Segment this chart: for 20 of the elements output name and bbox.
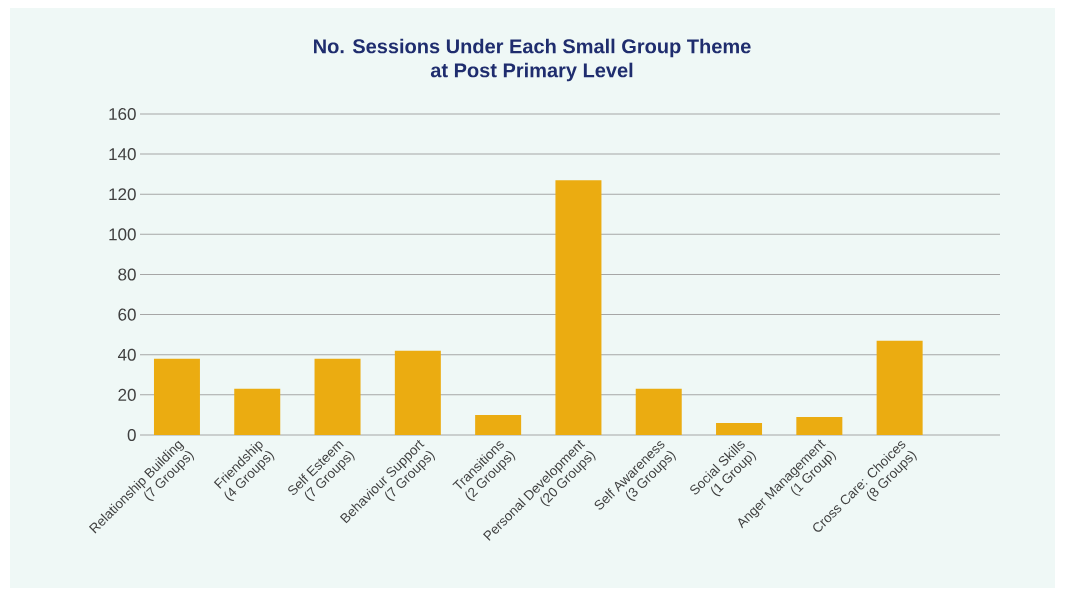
y-tick-label: 160 [109,108,136,121]
y-tick-label: 0 [127,429,136,442]
y-tick-label: 100 [109,228,136,241]
chart-title: No. Sessions Under Each Small Group Theme at Post Primary Level [314,38,751,82]
bar [394,350,441,436]
y-tick-label: 140 [109,148,136,161]
bar [635,388,682,436]
y-tick-label: 80 [118,268,136,281]
bar [716,423,763,436]
bar [153,358,200,436]
bar [475,415,522,436]
y-tick-label: 40 [117,348,136,361]
bar [234,388,281,436]
y-tick-label: 120 [109,188,136,201]
bar [314,358,361,436]
bar [555,180,602,436]
y-tick-label: 20 [118,388,136,401]
bar [796,417,843,436]
bar [876,340,923,436]
y-tick-label: 60 [118,308,136,321]
